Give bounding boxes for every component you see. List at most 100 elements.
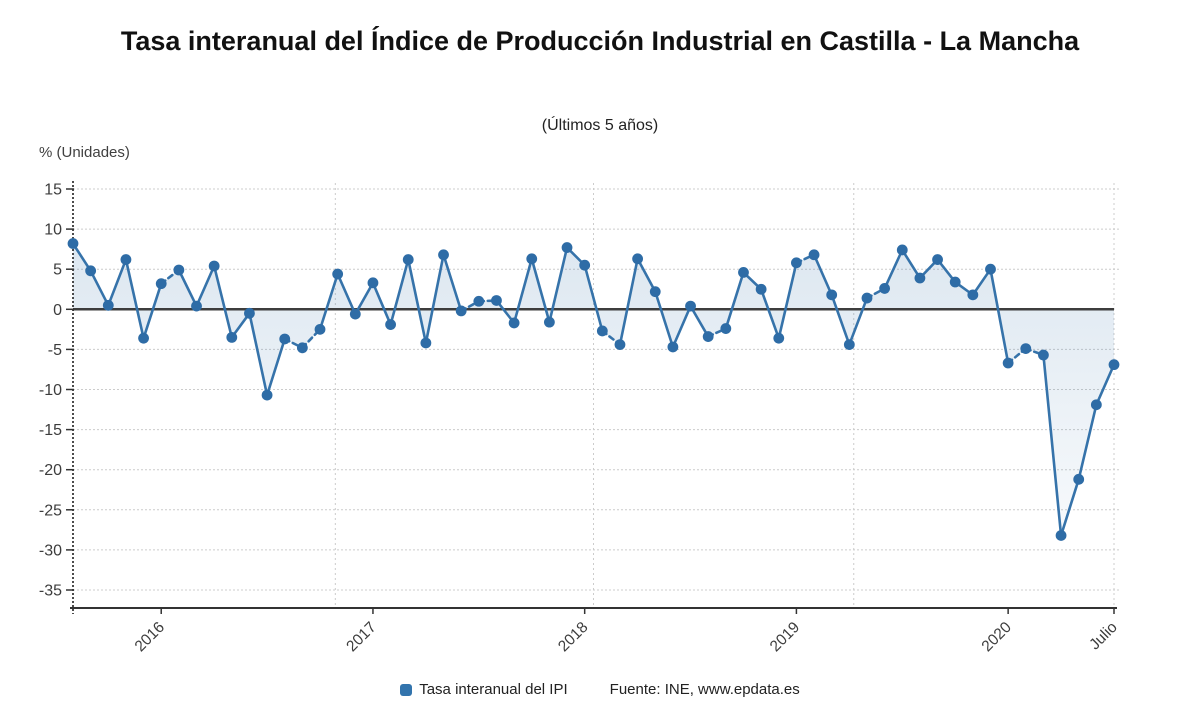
data-point-marker[interactable] <box>667 341 679 353</box>
series-line-segment <box>371 281 392 326</box>
data-point-marker[interactable] <box>985 263 996 275</box>
data-point-marker[interactable] <box>861 292 873 304</box>
data-point-marker[interactable] <box>438 249 449 261</box>
data-point-marker[interactable] <box>843 339 855 350</box>
data-point-marker[interactable] <box>879 283 891 294</box>
x-tick-label: Julio <box>1086 619 1121 654</box>
data-point-marker[interactable] <box>367 277 379 289</box>
data-point-marker[interactable] <box>155 278 167 290</box>
data-point-marker[interactable] <box>455 305 467 317</box>
data-point-marker[interactable] <box>491 295 502 306</box>
data-point-marker[interactable] <box>332 268 344 280</box>
series-line-segment <box>583 263 604 333</box>
data-point-marker[interactable] <box>720 323 732 334</box>
data-point-marker[interactable] <box>632 253 644 265</box>
data-point-marker[interactable] <box>1073 473 1085 485</box>
series-line-segment <box>336 272 357 316</box>
series-line-segment <box>195 264 216 308</box>
data-point-marker[interactable] <box>385 319 396 330</box>
series-line-segment <box>1095 363 1116 407</box>
y-tick-label: -35 <box>39 583 62 600</box>
series-line-segment <box>406 258 428 345</box>
x-tick-label: 2018 <box>555 619 591 655</box>
data-point-marker[interactable] <box>791 257 802 269</box>
series-line-segment <box>900 248 922 280</box>
series-line-segment <box>989 267 1010 365</box>
data-point-marker[interactable] <box>508 317 520 329</box>
data-point-marker[interactable] <box>914 272 926 284</box>
x-tick-label: 2020 <box>979 619 1016 656</box>
series-line-segment <box>1077 403 1098 481</box>
data-point-marker[interactable] <box>579 259 591 271</box>
series-line-segment <box>354 281 375 316</box>
series-line-segment <box>142 282 163 340</box>
data-point-marker[interactable] <box>173 264 185 276</box>
data-point-marker[interactable] <box>685 300 696 312</box>
data-point-marker[interactable] <box>1055 530 1067 541</box>
data-point-marker[interactable] <box>208 260 220 272</box>
data-point-marker[interactable] <box>296 342 308 354</box>
data-point-marker[interactable] <box>1020 343 1032 354</box>
series-line-segment <box>653 290 675 349</box>
data-point-marker[interactable] <box>596 325 608 337</box>
y-tick-label: 15 <box>44 182 62 199</box>
series-line-segment <box>71 242 92 273</box>
x-tick-label: 2019 <box>767 619 803 655</box>
data-point-marker[interactable] <box>473 295 485 307</box>
series-line-segment <box>883 248 904 290</box>
data-point-marker[interactable] <box>826 289 838 301</box>
source-label: Fuente: INE, www.epdata.es <box>609 681 800 698</box>
data-point-marker[interactable] <box>702 331 714 342</box>
series-line-segment <box>177 268 198 308</box>
series-line-segment <box>512 257 534 325</box>
data-point-marker[interactable] <box>561 242 573 253</box>
data-point-marker[interactable] <box>314 323 326 335</box>
data-point-marker[interactable] <box>896 244 908 256</box>
data-point-marker[interactable] <box>808 249 820 261</box>
y-tick-label: -30 <box>39 542 62 559</box>
data-point-marker[interactable] <box>932 254 943 265</box>
y-tick-label: -20 <box>39 462 62 479</box>
series-line-segment <box>248 312 269 397</box>
data-point-marker[interactable] <box>420 337 432 349</box>
series-line-segment <box>442 253 463 313</box>
data-point-marker[interactable] <box>1038 349 1049 361</box>
data-point-marker[interactable] <box>949 276 961 288</box>
data-point-marker[interactable] <box>1090 399 1102 411</box>
y-tick-label: -10 <box>39 382 62 399</box>
series-line-segment <box>689 304 710 338</box>
data-point-marker[interactable] <box>349 308 361 320</box>
data-point-marker[interactable] <box>102 299 114 311</box>
data-point-marker[interactable] <box>1002 357 1014 369</box>
data-point-marker[interactable] <box>614 339 626 350</box>
data-point-marker[interactable] <box>226 331 238 343</box>
series-line-segment <box>724 271 745 330</box>
data-point-marker[interactable] <box>967 289 979 301</box>
data-point-marker[interactable] <box>138 332 149 344</box>
data-point-marker[interactable] <box>279 333 291 345</box>
data-point-marker[interactable] <box>649 286 661 298</box>
data-point-marker[interactable] <box>261 389 273 401</box>
data-point-marker[interactable] <box>120 254 132 265</box>
x-tick-label: 2017 <box>343 619 379 655</box>
data-point-marker[interactable] <box>773 332 785 344</box>
legend-item-ipi[interactable]: Tasa interanual del IPI <box>400 681 568 698</box>
data-point-marker[interactable] <box>526 253 538 265</box>
data-point-marker[interactable] <box>402 254 414 265</box>
data-point-marker[interactable] <box>67 238 79 249</box>
y-tick-label: -15 <box>39 422 62 439</box>
series-line-segment <box>89 269 110 307</box>
y-tick-label: -25 <box>39 502 62 519</box>
series-line-segment <box>318 272 339 331</box>
series-line-segment <box>636 257 657 293</box>
data-point-marker[interactable] <box>1108 359 1120 371</box>
page-title: Tasa interanual del Índice de Producción… <box>120 26 1080 56</box>
data-point-marker[interactable] <box>85 265 97 277</box>
data-point-marker[interactable] <box>755 283 767 295</box>
area-fill <box>73 243 1114 536</box>
chart-subtitle: (Últimos 5 años) <box>541 117 659 134</box>
data-point-marker[interactable] <box>543 316 555 328</box>
data-point-marker[interactable] <box>738 267 749 278</box>
data-point-marker[interactable] <box>191 300 202 312</box>
data-point-marker[interactable] <box>244 307 255 319</box>
